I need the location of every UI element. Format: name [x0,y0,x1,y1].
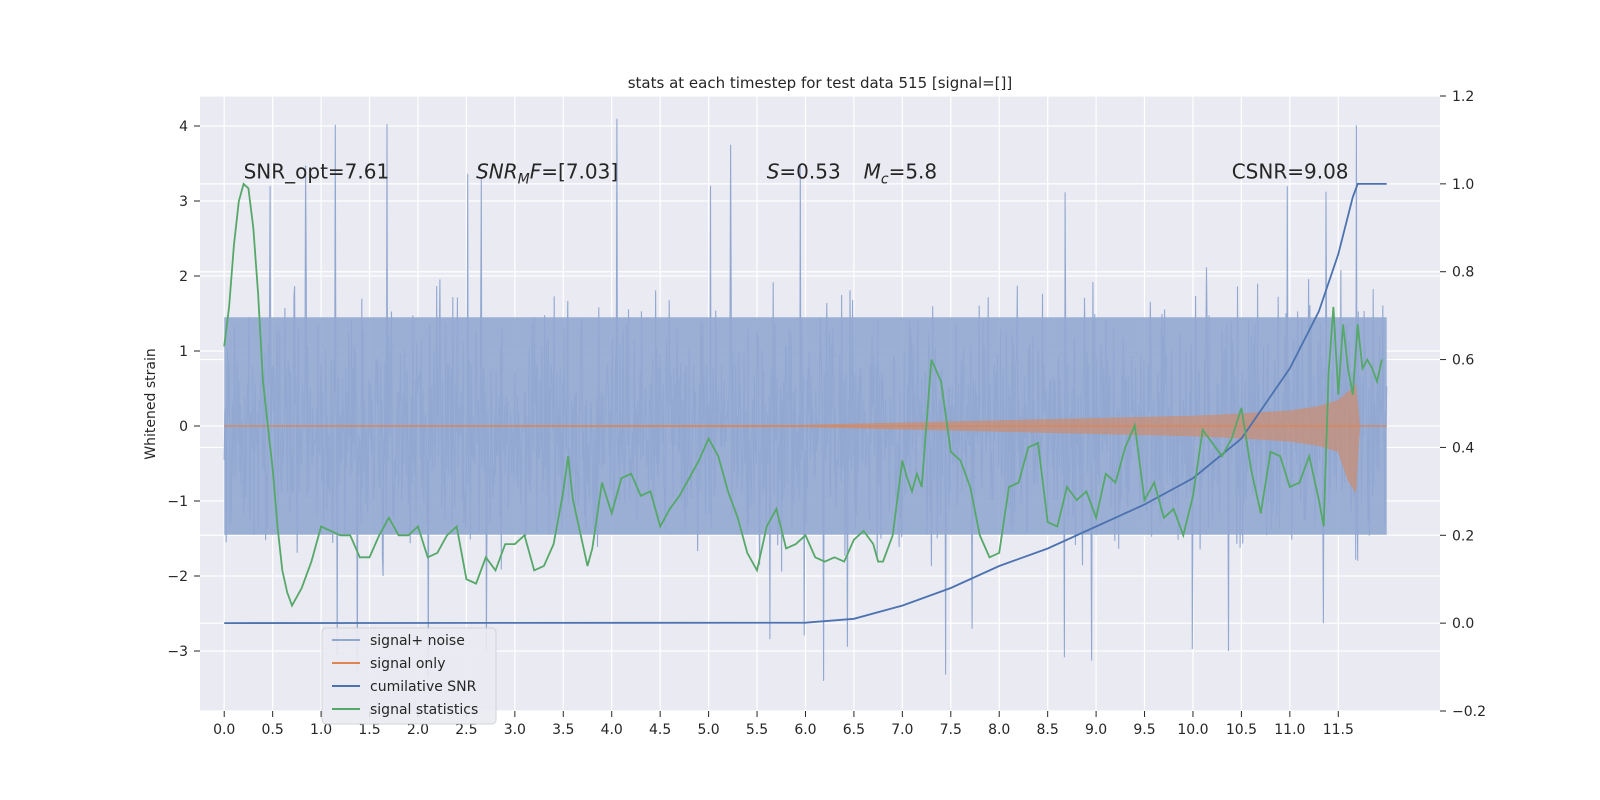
annotation-snr_mf: SNRMF=[7.03] [476,160,618,188]
y2-tick-label: −0.2 [1452,704,1486,720]
x-tick-label: 5.5 [746,722,768,738]
x-tick-label: 0.5 [262,722,284,738]
y-tick-label: 1 [179,344,188,360]
legend-entry: signal+ noise [370,633,465,649]
x-tick-label: 5.0 [697,722,719,738]
y-tick-label: −3 [167,644,188,660]
y-tick-label: 0 [179,419,188,435]
legend-entry: signal only [370,656,445,672]
y-tick-label: 3 [179,194,188,210]
series-cumilative-snr [224,183,1387,624]
cumilative-snr-line [224,183,1387,624]
legend: signal+ noise signal only cumilative SNR si… [321,627,497,725]
annotation-csnr: CSNR=9.08 [1232,160,1349,184]
y2-tick-label: 0.8 [1452,265,1474,281]
y-axis-label: Whitened strain [143,348,159,459]
signal-envelope [224,383,1387,494]
y2-tick-label: 0.4 [1452,440,1474,456]
x-tick-label: 8.5 [1037,722,1059,738]
x-tick-label: 11.0 [1274,722,1305,738]
x-tick-label: 4.5 [649,722,671,738]
x-tick-label: 2.5 [455,722,477,738]
x-tick-label: 10.5 [1226,722,1257,738]
y-tick-label: −1 [167,494,188,510]
x-tick-label: 0.0 [213,722,235,738]
series-signal-statistics [223,182,1383,608]
chart-title: stats at each timestep for test data 515… [628,74,1013,92]
x-tick-label: 1.0 [310,722,332,738]
legend-entry: signal statistics [370,702,478,718]
x-tick-label: 10.0 [1177,722,1208,738]
legend-entry: cumilative SNR [370,679,477,695]
x-tick-label: 1.5 [358,722,380,738]
x-tick-label: 6.5 [843,722,865,738]
y2-tick-label: 0.2 [1452,528,1474,544]
y-tick-label: 4 [179,119,188,135]
y2-tick-label: 1.0 [1452,177,1474,193]
y2-tick-label: 1.2 [1452,89,1474,105]
x-tick-label: 6.0 [794,722,816,738]
x-tick-label: 7.0 [891,722,913,738]
x-tick-label: 4.0 [601,722,623,738]
y2-tick-label: 0.0 [1452,616,1474,632]
y-axis-right: 1.2 1.0 0.8 0.6 0.4 0.2 0.0 −0.2 [1440,89,1486,720]
x-tick-label: 7.5 [940,722,962,738]
legend-box [321,627,497,725]
x-tick-label: 11.5 [1323,722,1354,738]
x-tick-label: 9.0 [1085,722,1107,738]
y-tick-label: 2 [179,269,188,285]
x-tick-label: 3.5 [552,722,574,738]
y-tick-label: −2 [167,569,188,585]
annotation-snr_opt: SNR_opt=7.61 [244,160,390,184]
y2-tick-label: 0.6 [1452,353,1474,369]
x-tick-label: 2.0 [407,722,429,738]
annotation-s: S=0.53 [767,160,841,184]
x-tick-label: 9.5 [1133,722,1155,738]
y-axis-left: 4 3 2 1 0 −1 −2 −3 [167,119,200,660]
x-axis: 0.0 0.5 1.0 1.5 2.0 2.5 3.0 3.5 4.0 4.5 5.0 5.5 6.0 6… [213,711,1354,738]
annotations: SNR_opt=7.61 SNRMF=[7.03] S=0.53 Mc=5.8 CSNR… [244,160,1349,188]
x-tick-label: 3.0 [504,722,526,738]
signal-statistics-line [223,182,1383,608]
x-tick-label: 8.0 [988,722,1010,738]
annotation-mc: Mc=5.8 [864,160,938,188]
series-signal-only [224,383,1387,494]
